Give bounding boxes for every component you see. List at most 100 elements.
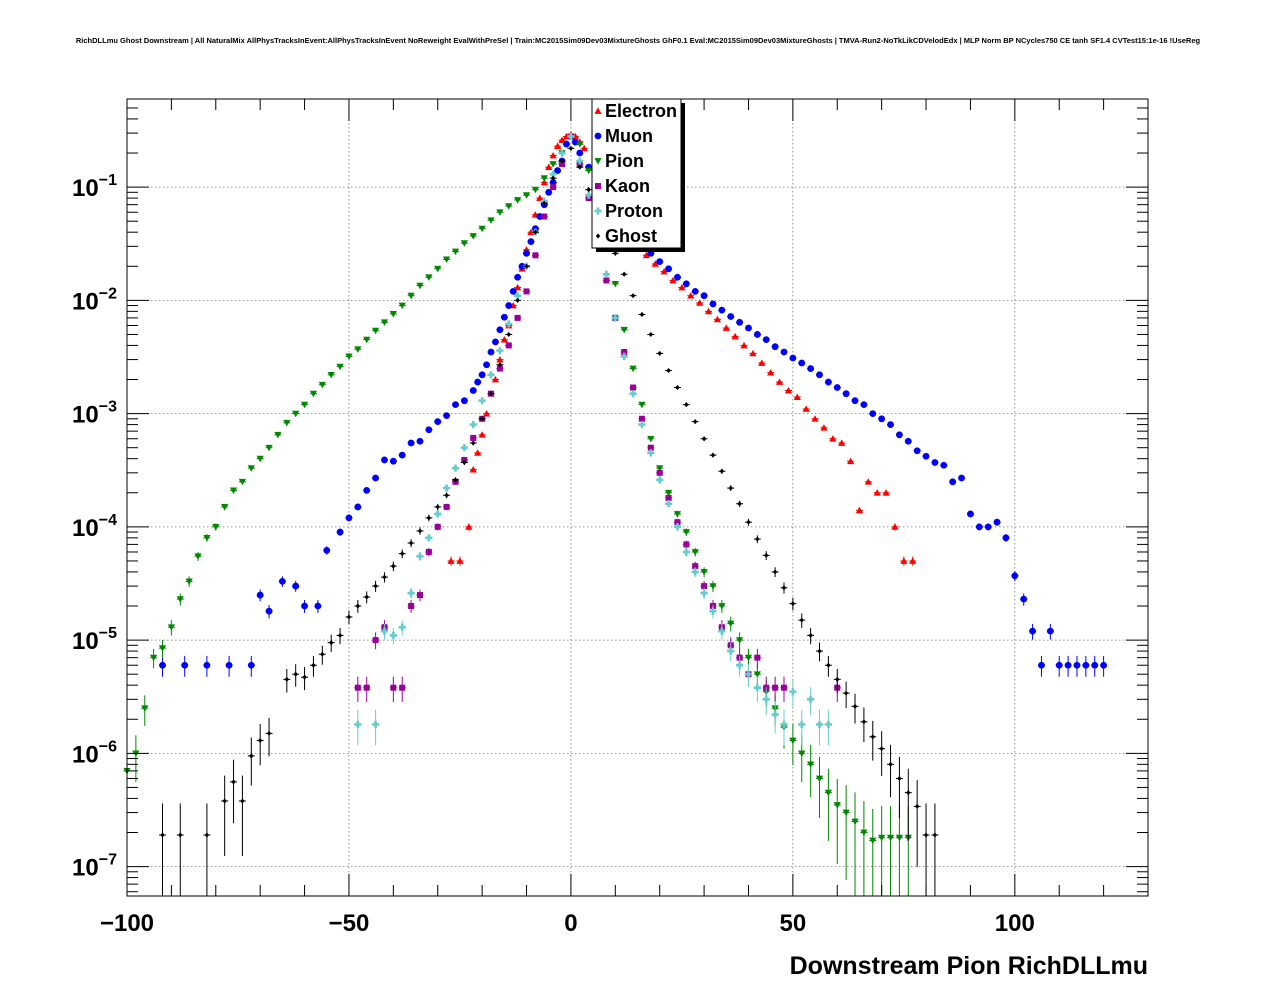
proton-point: [656, 476, 664, 484]
pion-point: [718, 600, 726, 613]
electron-marker: [696, 299, 704, 306]
ghost-marker: [524, 263, 529, 269]
electron-marker: [784, 386, 793, 394]
pion-point: [327, 371, 335, 379]
ghost-point: [807, 627, 815, 645]
muon-marker: [478, 371, 486, 379]
muon-point: [744, 324, 752, 332]
electron-point: [536, 194, 544, 201]
electron-marker: [731, 332, 739, 340]
muon-marker: [314, 602, 322, 610]
muon-point: [562, 140, 570, 148]
pion-point: [416, 282, 424, 290]
muon-marker: [993, 518, 1001, 526]
pion-point: [487, 217, 495, 224]
proton-point: [567, 132, 575, 141]
muon-point: [345, 514, 353, 522]
proton-marker: [478, 397, 486, 405]
muon-marker: [984, 523, 992, 531]
electron-point: [838, 439, 846, 446]
electron-point: [731, 332, 739, 340]
kaon-point: [434, 523, 442, 531]
muon-point: [159, 655, 167, 677]
ghost-point: [221, 775, 229, 856]
ghost-marker: [657, 350, 662, 357]
proton-marker: [620, 352, 628, 361]
kaon-marker: [630, 384, 637, 391]
ghost-point: [762, 551, 770, 560]
ghost-marker: [400, 551, 405, 557]
kaon-marker: [550, 184, 557, 191]
kaon-marker: [674, 519, 681, 526]
pion-marker: [238, 478, 247, 486]
proton-marker: [762, 695, 770, 703]
muon-point: [762, 336, 770, 344]
ghost-point: [514, 297, 522, 303]
muon-point: [1046, 623, 1054, 640]
legend-ghost-label: Ghost: [605, 226, 657, 246]
proton-marker: [780, 720, 788, 729]
x-tick-label: −50: [329, 910, 370, 937]
x-tick-label: −100: [100, 910, 154, 937]
kaon-point: [389, 676, 397, 702]
kaon-marker: [505, 342, 512, 349]
kaon-point: [398, 676, 406, 702]
muon-point: [483, 361, 491, 369]
ghost-point: [292, 664, 300, 687]
ghost-point: [407, 539, 415, 548]
electron-marker: [482, 410, 491, 417]
pion-marker: [354, 346, 362, 353]
proton-point: [744, 664, 753, 687]
pion-point: [727, 616, 735, 632]
ghost-point: [656, 350, 664, 357]
muon-point: [895, 431, 903, 439]
ghost-point: [247, 737, 255, 786]
electron-marker: [811, 415, 819, 422]
proton-point: [815, 709, 824, 746]
electron-marker: [704, 307, 713, 315]
muon-point: [225, 655, 233, 677]
ghost-marker: [755, 536, 760, 542]
ghost-marker: [897, 775, 902, 782]
ghost-point: [585, 187, 593, 193]
pion-marker: [345, 353, 353, 361]
pion-marker: [292, 410, 300, 418]
ghost-point: [869, 720, 877, 761]
ghost-marker: [382, 574, 387, 580]
muon-marker: [780, 348, 788, 356]
muon-point: [496, 326, 504, 334]
proton-point: [354, 709, 362, 746]
kaon-point: [416, 589, 424, 602]
ghost-marker: [497, 362, 503, 368]
muon-point: [1037, 655, 1045, 677]
pion-point: [443, 256, 451, 264]
ghost-marker: [204, 832, 210, 838]
muon-marker: [492, 338, 499, 346]
electron-point: [514, 283, 522, 291]
proton-marker: [585, 191, 593, 199]
ghost-point: [709, 452, 717, 458]
muon-point: [278, 576, 286, 587]
legend-electron-label: Electron: [605, 101, 677, 121]
pion-marker: [736, 637, 744, 644]
muon-point: [869, 410, 877, 418]
electron-marker: [478, 431, 486, 438]
muon-point: [1073, 655, 1081, 677]
kaon-point: [407, 600, 415, 613]
pion-point: [886, 806, 895, 896]
kaon-marker: [656, 469, 663, 476]
muon-marker: [771, 343, 779, 351]
proton-marker: [389, 631, 397, 640]
muon-point: [993, 518, 1001, 526]
pion-point: [505, 203, 513, 210]
pion-point: [851, 792, 859, 896]
kaon-point: [469, 434, 477, 441]
pion-point: [664, 489, 673, 497]
proton-marker: [629, 390, 637, 398]
proton-marker: [407, 589, 415, 597]
muon-marker: [523, 249, 530, 257]
electron-point: [580, 144, 588, 152]
legend: Electron Muon Pion Kaon Proton Ghost: [591, 98, 685, 252]
muon-marker: [940, 461, 948, 469]
